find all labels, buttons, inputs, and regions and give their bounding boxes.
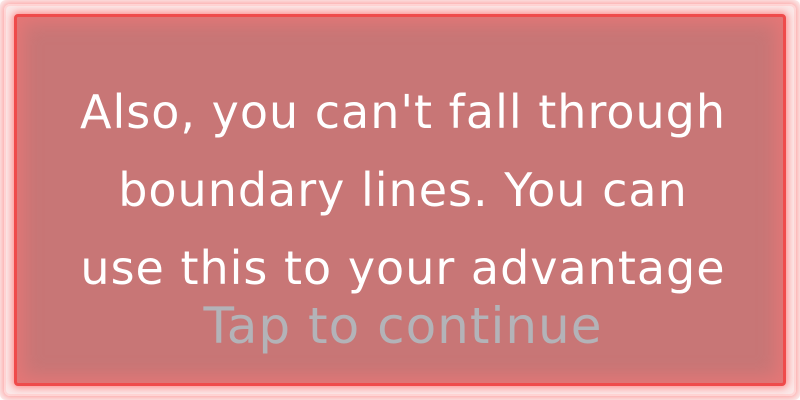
tap-to-continue-prompt[interactable]: Tap to continue: [203, 297, 603, 355]
tutorial-message: Also, you can't fall through boundary li…: [80, 85, 726, 295]
dialog-panel[interactable]: Also, you can't fall through boundary li…: [14, 14, 786, 386]
dialog-outer-glow: [4, 4, 796, 396]
